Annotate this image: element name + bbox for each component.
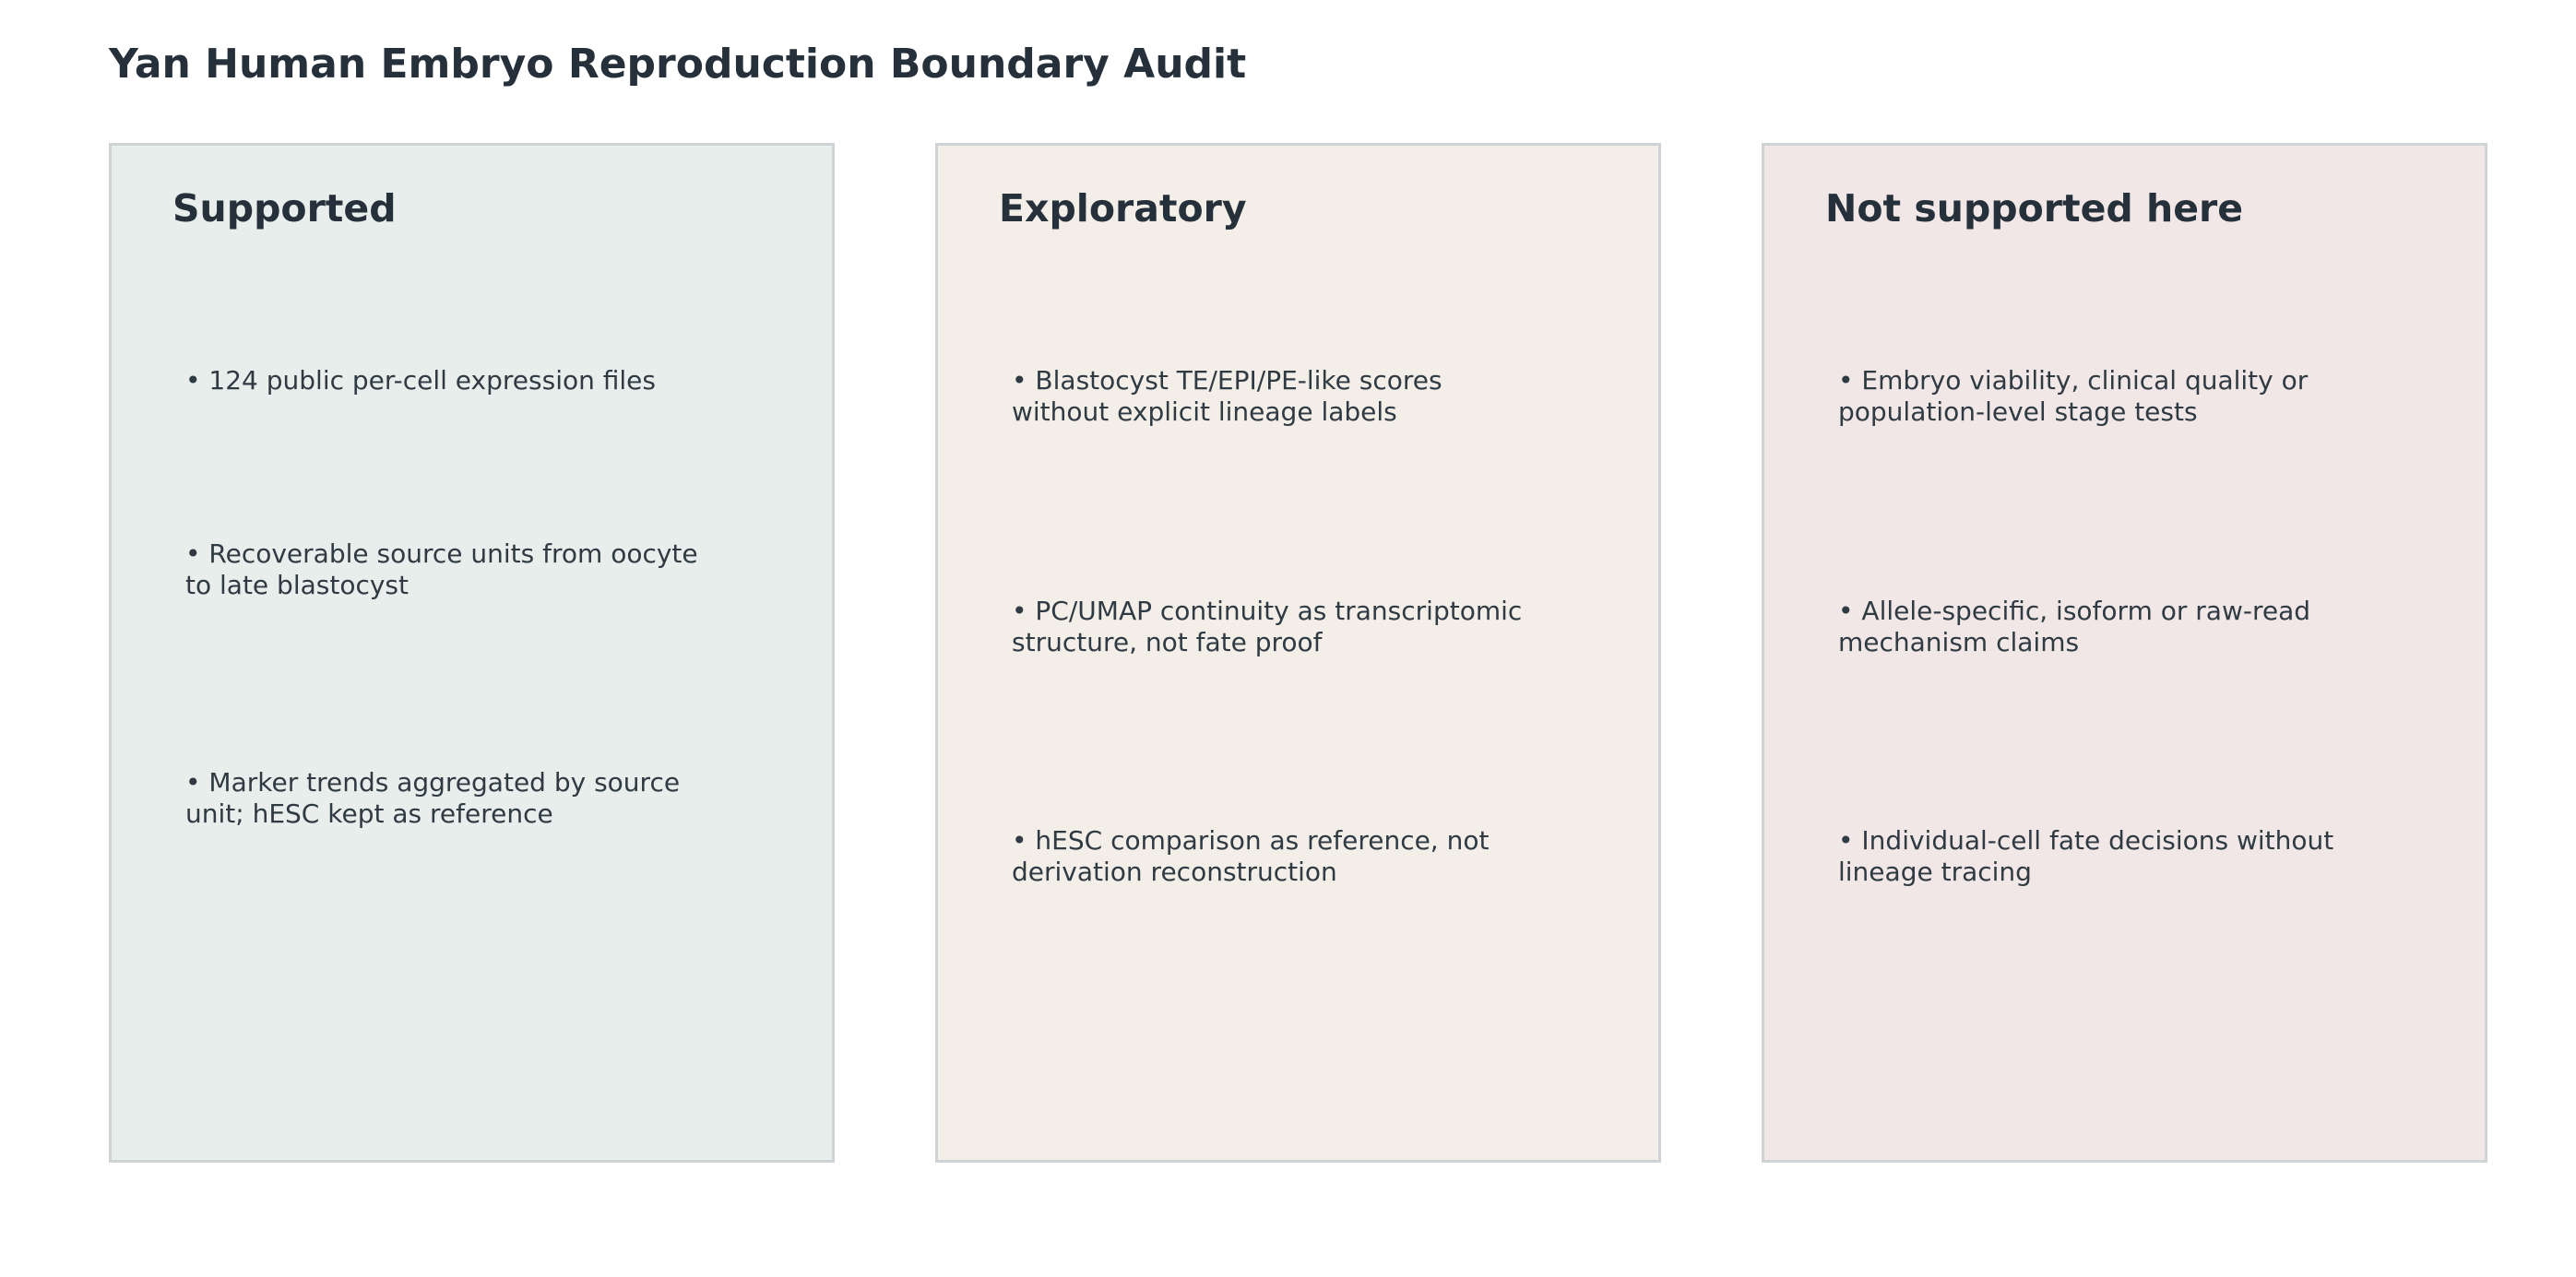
panel-supported: Supported • 124 public per-cell expressi… xyxy=(109,143,835,1163)
panel-heading-not-supported: Not supported here xyxy=(1825,186,2244,231)
supported-item: • Recoverable source units from oocyte t… xyxy=(185,538,698,600)
supported-item: • 124 public per-cell expression files xyxy=(185,365,656,396)
panel-exploratory: Exploratory • Blastocyst TE/EPI/PE-like … xyxy=(935,143,1661,1163)
exploratory-item: • Blastocyst TE/EPI/PE-like scores witho… xyxy=(1012,365,1442,427)
not-supported-item: • Individual-cell fate decisions without… xyxy=(1838,825,2334,887)
not-supported-item: • Embryo viability, clinical quality or … xyxy=(1838,365,2309,427)
exploratory-item: • hESC comparison as reference, not deri… xyxy=(1012,825,1490,887)
panel-heading-exploratory: Exploratory xyxy=(999,186,1247,231)
panel-heading-supported: Supported xyxy=(172,186,397,231)
page-title: Yan Human Embryo Reproduction Boundary A… xyxy=(109,41,1247,88)
supported-item: • Marker trends aggregated by source uni… xyxy=(185,767,681,829)
not-supported-item: • Allele-specific, isoform or raw-read m… xyxy=(1838,596,2311,657)
exploratory-item: • PC/UMAP continuity as transcriptomic s… xyxy=(1012,596,1523,657)
panel-not-supported: Not supported here • Embryo viability, c… xyxy=(1762,143,2487,1163)
